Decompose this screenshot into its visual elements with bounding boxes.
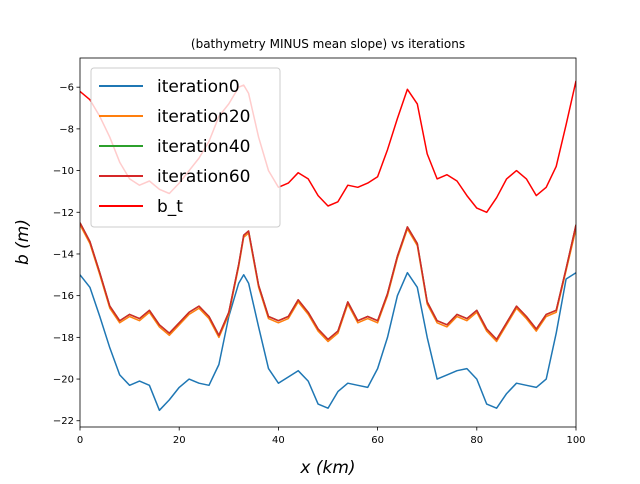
legend-label: iteration20	[157, 107, 250, 127]
y-tick-label: −18	[53, 333, 74, 344]
legend-label: iteration40	[157, 137, 250, 157]
x-tick-label: 80	[470, 435, 483, 446]
legend-label: iteration60	[157, 167, 250, 187]
legend: iteration0 iteration20 iteration40 iteratio…	[90, 67, 281, 228]
legend-box	[90, 67, 281, 228]
series-line-iteration20	[80, 224, 576, 343]
series-line-iteration60	[80, 222, 576, 341]
y-tick-label: −14	[53, 249, 74, 260]
y-tick-label: −16	[53, 291, 74, 302]
y-axis-ticks: −22 −20 −18 −16 −14 −12 −10 −8 −6	[53, 83, 80, 427]
series-layer	[80, 80, 576, 412]
legend-label: b_t	[157, 197, 183, 217]
y-tick-label: −8	[59, 124, 74, 135]
x-tick-label: 40	[272, 435, 285, 446]
y-tick-label: −22	[53, 416, 74, 427]
series-line-iteration0	[80, 271, 576, 412]
y-tick-label: −12	[53, 208, 74, 219]
legend-label: iteration0	[157, 77, 240, 97]
chart-title: (bathymetry MINUS mean slope) vs iterati…	[191, 37, 465, 51]
x-tick-label: 100	[566, 435, 585, 446]
axes-frame	[79, 57, 577, 428]
plot-area: 0 20 40 60 80 100 −22 −20 −18 −16 −14 −12 −10 −8 −6	[53, 57, 586, 446]
y-tick-label: −6	[59, 83, 74, 94]
x-axis-ticks: 0 20 40 60 80 100	[77, 427, 586, 446]
x-axis-label: x (km)	[299, 458, 355, 478]
y-tick-label: −20	[53, 375, 74, 386]
y-tick-label: −10	[53, 166, 74, 177]
x-tick-label: 60	[371, 435, 384, 446]
x-tick-label: 20	[173, 435, 186, 446]
x-tick-label: 0	[77, 435, 83, 446]
y-axis-label: b (m)	[13, 219, 33, 265]
